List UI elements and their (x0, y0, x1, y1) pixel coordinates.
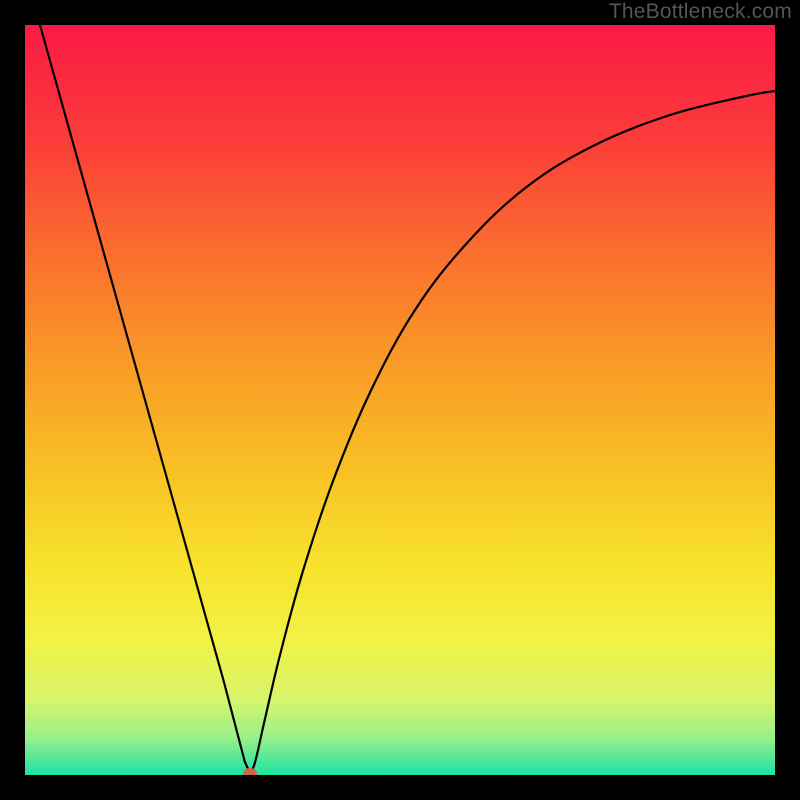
plot-svg (25, 25, 775, 775)
gradient-background (25, 25, 775, 775)
plot-area (25, 25, 775, 775)
chart-stage: TheBottleneck.com (0, 0, 800, 800)
watermark-text: TheBottleneck.com (609, 0, 792, 24)
